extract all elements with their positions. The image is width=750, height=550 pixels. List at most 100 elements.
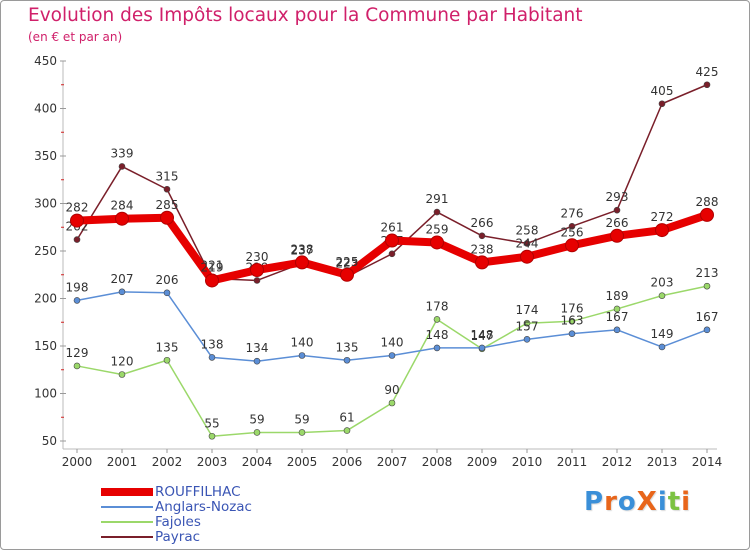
data-point-payrac <box>388 250 396 258</box>
data-point-fajoles <box>388 399 396 407</box>
x-tick-label: 2005 <box>287 455 318 469</box>
data-label-fajoles: 135 <box>156 340 179 354</box>
data-label-anglars-nozac: 167 <box>696 310 719 324</box>
data-label-fajoles: 203 <box>651 276 674 290</box>
data-label-fajoles: 174 <box>516 303 539 317</box>
x-tick-label: 2008 <box>422 455 453 469</box>
data-point-rouffilhac <box>340 267 354 282</box>
x-tick-label: 2003 <box>197 455 228 469</box>
chart-subtitle: (en € et par an) <box>28 30 123 44</box>
data-label-payrac: 315 <box>156 169 179 183</box>
data-point-fajoles <box>343 427 351 434</box>
data-point-payrac <box>163 185 171 193</box>
data-point-rouffilhac <box>475 255 489 270</box>
data-point-anglars-nozac <box>523 336 531 343</box>
data-point-fajoles <box>298 429 306 436</box>
y-tick-label: 450 <box>34 54 57 68</box>
data-label-fajoles: 176 <box>561 301 584 315</box>
y-tick-label: 350 <box>34 149 57 163</box>
data-label-fajoles: 189 <box>606 289 629 303</box>
data-label-rouffilhac: 282 <box>66 201 89 215</box>
data-point-fajoles <box>658 292 666 299</box>
data-label-rouffilhac: 219 <box>201 260 224 274</box>
x-tick-label: 2007 <box>377 455 408 469</box>
data-label-payrac: 425 <box>696 65 719 79</box>
data-point-fajoles <box>703 282 711 290</box>
data-point-payrac <box>478 232 486 240</box>
data-label-payrac: 339 <box>111 146 134 160</box>
data-label-rouffilhac: 285 <box>156 198 179 212</box>
data-point-anglars-nozac <box>253 357 261 365</box>
legend-item-fajoles: Fajoles <box>101 514 321 530</box>
data-point-payrac <box>433 208 441 216</box>
data-label-rouffilhac: 238 <box>471 242 494 256</box>
x-tick-label: 2000 <box>62 455 93 469</box>
data-point-rouffilhac <box>655 223 669 238</box>
legend-item-anglars-nozac: Anglars-Nozac <box>101 499 321 515</box>
data-label-fajoles: 147 <box>471 329 494 343</box>
data-label-anglars-nozac: 148 <box>426 328 449 342</box>
legend-item-rouffilhac: ROUFFILHAC <box>101 484 321 500</box>
data-point-payrac <box>118 163 126 170</box>
data-point-rouffilhac <box>250 263 264 277</box>
legend-swatch <box>101 521 153 523</box>
data-point-payrac <box>568 223 576 230</box>
data-point-payrac <box>73 236 81 243</box>
data-label-rouffilhac: 230 <box>246 250 269 264</box>
x-tick-label: 2014 <box>692 455 723 469</box>
data-point-anglars-nozac <box>343 356 351 364</box>
y-tick-label: 50 <box>42 434 57 448</box>
data-label-anglars-nozac: 163 <box>561 314 584 328</box>
data-point-anglars-nozac <box>118 288 126 296</box>
data-point-fajoles <box>613 305 621 313</box>
data-point-anglars-nozac <box>478 344 486 352</box>
data-point-payrac <box>253 277 261 284</box>
legend: ROUFFILHAC Anglars-Nozac Fajoles Payrac <box>101 484 321 545</box>
data-label-fajoles: 59 <box>249 412 264 426</box>
data-label-rouffilhac: 259 <box>426 222 449 236</box>
x-tick-label: 2010 <box>512 455 543 469</box>
y-tick-label: 200 <box>34 292 57 306</box>
data-label-payrac: 405 <box>651 84 674 98</box>
data-point-anglars-nozac <box>613 326 621 334</box>
data-point-fajoles <box>568 317 576 325</box>
y-tick-label: 150 <box>34 339 57 353</box>
series-line-fajoles <box>76 285 708 437</box>
data-label-rouffilhac: 284 <box>111 199 134 213</box>
data-point-rouffilhac <box>385 233 399 248</box>
data-point-anglars-nozac <box>568 330 576 337</box>
data-label-anglars-nozac: 138 <box>201 337 224 351</box>
legend-swatch <box>101 506 153 508</box>
data-point-payrac <box>523 240 531 247</box>
data-point-fajoles <box>73 362 81 370</box>
x-tick-label: 2004 <box>242 455 273 469</box>
y-tick-label: 400 <box>34 102 57 116</box>
data-label-anglars-nozac: 157 <box>516 319 539 333</box>
data-point-rouffilhac <box>205 273 219 288</box>
data-label-rouffilhac: 261 <box>381 221 404 235</box>
legend-swatch <box>101 536 153 538</box>
data-point-fajoles <box>523 319 531 327</box>
data-point-anglars-nozac <box>163 289 171 297</box>
data-point-rouffilhac <box>610 228 624 243</box>
data-label-payrac: 276 <box>561 206 584 220</box>
data-label-fajoles: 129 <box>66 346 89 360</box>
data-label-payrac: 237 <box>291 243 314 257</box>
legend-label: ROUFFILHAC <box>155 484 241 500</box>
data-label-payrac: 291 <box>426 192 449 206</box>
legend-label: Fajoles <box>155 514 201 530</box>
data-point-fajoles <box>118 371 126 378</box>
data-label-rouffilhac: 256 <box>561 225 584 239</box>
legend-item-payrac: Payrac <box>101 529 321 545</box>
data-label-fajoles: 178 <box>426 299 449 313</box>
data-point-payrac <box>613 206 621 214</box>
data-label-anglars-nozac: 140 <box>381 336 404 350</box>
legend-label: Payrac <box>155 529 201 545</box>
data-label-payrac: 258 <box>516 223 539 237</box>
data-label-fajoles: 90 <box>384 383 399 397</box>
proxiti-logo: ProXiti <box>584 487 692 517</box>
legend-label: Anglars-Nozac <box>155 499 252 515</box>
data-label-fajoles: 59 <box>294 412 309 426</box>
data-point-rouffilhac <box>70 213 84 228</box>
